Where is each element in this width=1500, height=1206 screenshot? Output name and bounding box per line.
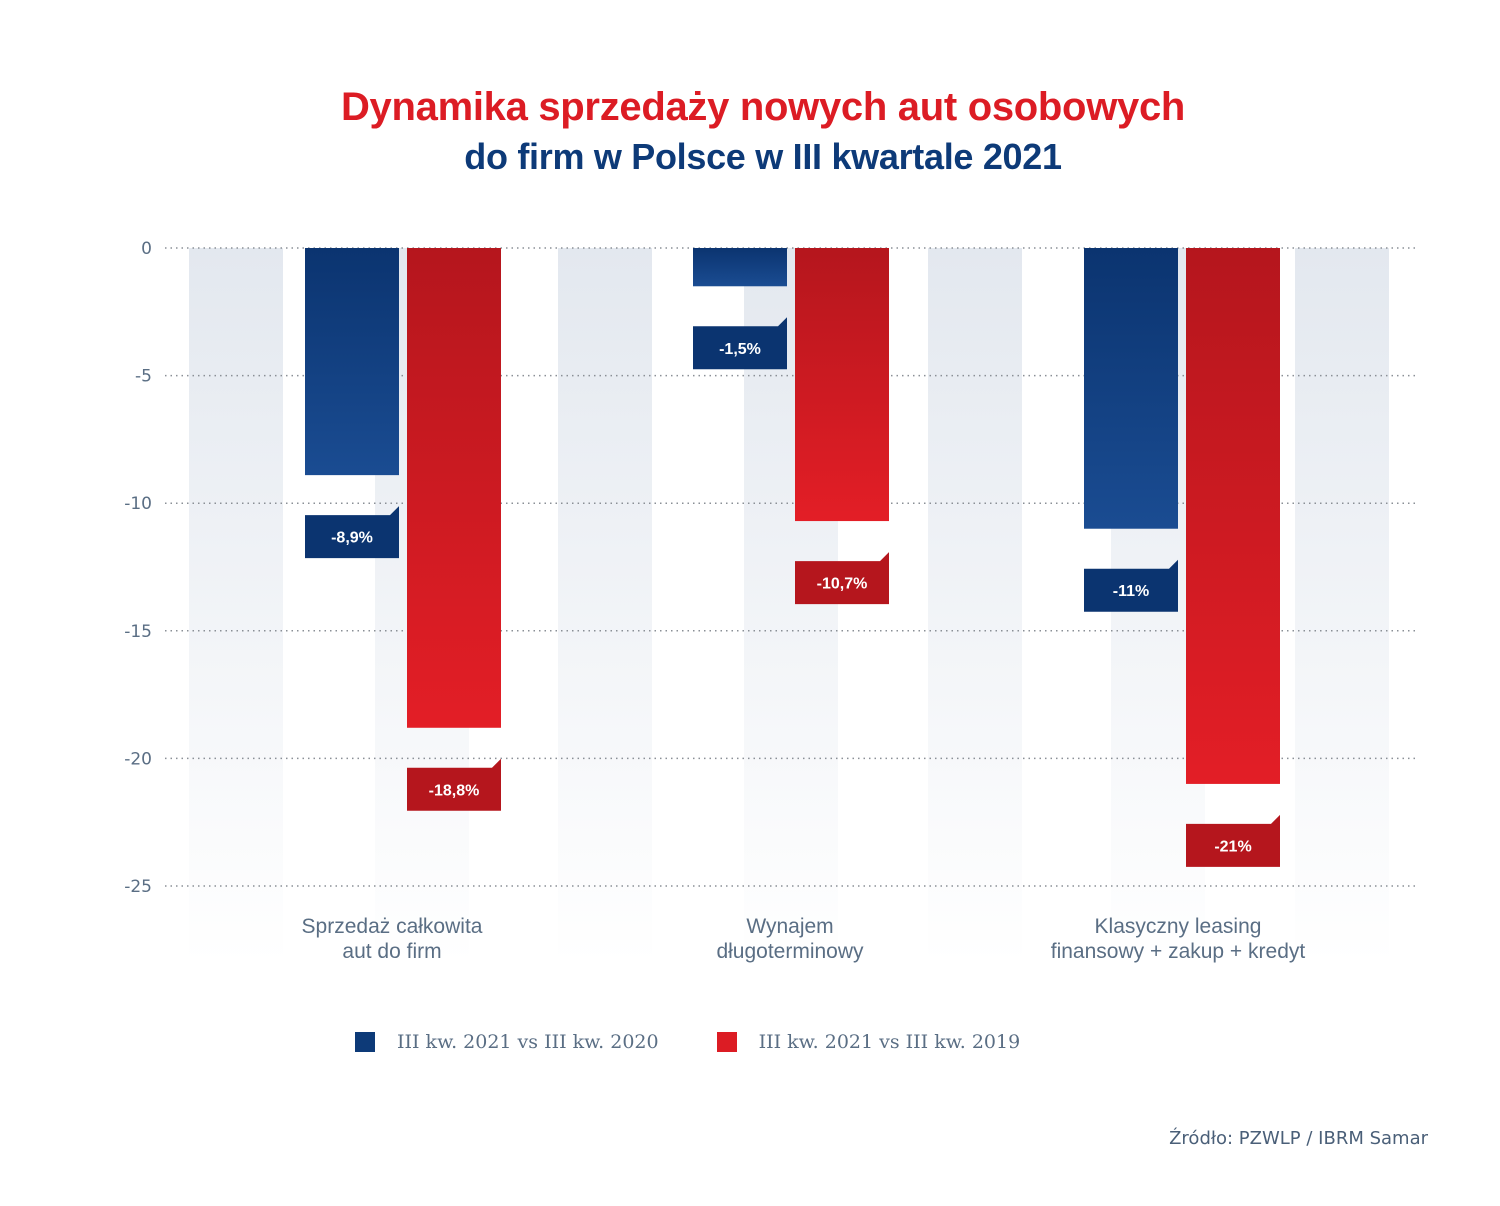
data-label: -18,8% [429, 782, 480, 799]
legend-swatch-series-2 [716, 1032, 737, 1052]
y-tick-label: -15 [124, 622, 152, 642]
chart-title-line2: do firm w Polsce w III kwartale 2021 [464, 136, 1062, 177]
data-label-box [693, 317, 787, 370]
data-label-box [795, 552, 889, 605]
x-category-label: Klasyczny leasing [1095, 915, 1262, 938]
legend-label-series-2: III kw. 2021 vs III kw. 2019 [758, 1031, 1021, 1053]
data-label: -8,9% [331, 530, 373, 547]
x-category-label: finansowy + zakup + kredyt [1051, 940, 1306, 963]
data-label-box [407, 758, 501, 811]
y-tick-label: -5 [135, 367, 152, 387]
bar [1084, 248, 1178, 529]
data-label-box [305, 506, 399, 559]
y-tick-label: -20 [124, 749, 152, 769]
chart-title-line1: Dynamika sprzedaży nowych aut osobowych [340, 85, 1186, 129]
background-column [928, 248, 1022, 964]
x-category-label: długoterminowy [716, 940, 864, 963]
data-label-box [1186, 814, 1280, 867]
x-category-label: Wynajem [746, 915, 833, 938]
x-category-label: aut do firm [342, 940, 441, 963]
x-category-label: Sprzedaż całkowita [302, 915, 483, 938]
y-tick-label: -25 [124, 877, 152, 897]
data-label: -11% [1113, 583, 1149, 600]
bar [1186, 248, 1280, 784]
legend-item-series-2: III kw. 2021 vs III kw. 2019 [716, 1031, 1021, 1053]
background-column [558, 248, 652, 964]
legend-swatch-series-1 [355, 1032, 375, 1052]
data-label-box [1084, 559, 1178, 612]
bar [795, 248, 889, 522]
legend-label-series-1: III kw. 2021 vs III kw. 2020 [397, 1031, 659, 1053]
y-tick-label: -10 [124, 494, 152, 514]
chart-title: Dynamika sprzedaży nowych aut osobowych … [0, 82, 1500, 182]
bar [693, 248, 787, 287]
source-note: Źródło: PZWLP / IBRM Samar [1169, 1128, 1428, 1149]
data-label: -1,5% [719, 341, 761, 358]
y-tick-label: 0 [141, 239, 152, 259]
bar [305, 248, 399, 476]
chart-legend: III kw. 2021 vs III kw. 2020 III kw. 202… [355, 1030, 1078, 1054]
data-label: -21% [1214, 838, 1251, 855]
bar [407, 248, 501, 728]
legend-item-series-1: III kw. 2021 vs III kw. 2020 [355, 1031, 659, 1053]
data-label: -10,7% [817, 576, 868, 593]
background-column [1295, 248, 1389, 964]
background-column [189, 248, 283, 964]
